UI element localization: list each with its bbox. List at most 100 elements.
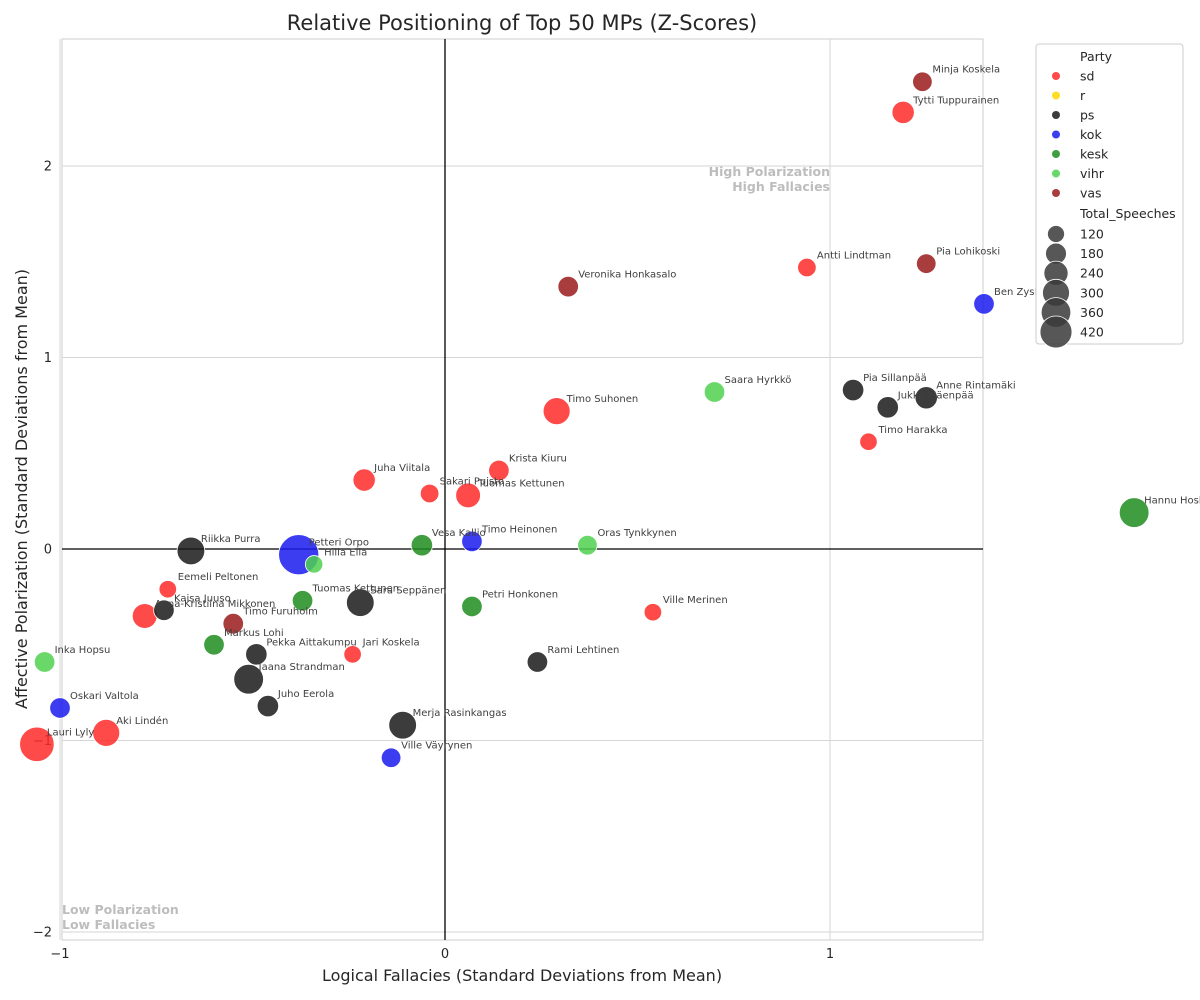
- data-point: [92, 718, 121, 747]
- point-label: Krista Kiuru: [509, 453, 567, 464]
- point-label: Hannu Hoskonen: [1144, 496, 1200, 507]
- legend-party-marker: [1052, 91, 1060, 100]
- point-label: Anna-Kristiina Mikkonen: [155, 599, 276, 610]
- tick-labels: −1012−2−1012: [33, 160, 834, 963]
- legend-hue-title: Party: [1080, 49, 1113, 64]
- data-point: [131, 603, 158, 629]
- legend-party-entries: sd r ps kok kesk vihr vas: [1052, 69, 1109, 201]
- y-axis-label: Affective Polarization (Standard Deviati…: [12, 269, 31, 709]
- point-label: Sakari Puisto: [440, 476, 505, 487]
- legend-party-marker: [1052, 111, 1060, 119]
- point-label: Jari Koskela: [362, 637, 420, 648]
- data-point: [912, 71, 933, 92]
- data-point: [245, 643, 268, 666]
- point-label: Pia Lohikoski: [936, 247, 1000, 258]
- legend-size-label: 120: [1080, 227, 1104, 242]
- data-point: [19, 726, 55, 762]
- data-point: [916, 253, 937, 274]
- legend-box: [1035, 43, 1184, 345]
- data-point: [158, 580, 177, 599]
- point-label: Juha Viitala: [373, 463, 430, 474]
- x-axis-label: Logical Fallacies (Standard Deviations f…: [322, 966, 722, 985]
- legend-party-marker: [1052, 189, 1060, 197]
- legend-size-marker: [1047, 225, 1065, 243]
- legend-size-label: 420: [1080, 325, 1104, 340]
- point-label: Eemeli Peltonen: [178, 572, 259, 583]
- legend-party-marker: [1052, 169, 1060, 178]
- data-point: [49, 697, 71, 719]
- data-point: [410, 534, 434, 557]
- data-point: [256, 694, 280, 718]
- data-point: [291, 590, 314, 612]
- point-label: Anne Rintamäki: [936, 381, 1015, 392]
- reference-lines: [62, 39, 983, 940]
- data-point: [1118, 497, 1150, 528]
- y-tick-label: −2: [33, 926, 52, 941]
- point-label: Pekka Aittakumpu: [266, 637, 356, 648]
- data-point: [33, 651, 56, 673]
- legend-party-label: kok: [1080, 127, 1102, 142]
- legend-size-label: 300: [1080, 285, 1104, 300]
- y-tick-label: 2: [44, 160, 52, 175]
- point-label: Markus Lohi: [224, 628, 284, 639]
- point-label: Sara Seppänen: [370, 586, 446, 597]
- point-label: Kaisa Juuso: [174, 593, 231, 604]
- point-label: Jaana Strandman: [258, 662, 345, 673]
- data-point: [388, 710, 417, 740]
- data-point: [419, 483, 440, 504]
- point-label: Saara Hyrkkö: [725, 375, 792, 386]
- point-label: Lauri Lyly: [47, 727, 94, 738]
- point-label: Timo Suhonen: [566, 394, 639, 405]
- data-point: [203, 634, 225, 656]
- point-label: Tuomas Kettunen: [477, 478, 565, 489]
- data-point: [891, 100, 915, 124]
- point-label: Vesa Kallio: [432, 528, 486, 539]
- annotation-low-2: Low Fallacies: [62, 917, 155, 932]
- point-label: Antti Lindtman: [817, 250, 891, 261]
- legend-party-marker: [1052, 130, 1060, 139]
- point-label: Oras Tynkkynen: [597, 528, 676, 539]
- data-point: [352, 468, 376, 492]
- annotation-high-2: High Fallacies: [732, 179, 830, 194]
- data-point: [526, 651, 549, 673]
- data-point: [455, 482, 481, 509]
- data-point: [577, 534, 598, 556]
- point-label: Juho Eerola: [277, 689, 334, 700]
- data-point: [233, 663, 264, 695]
- point-label: Tuomas Kettunen: [312, 584, 400, 595]
- point-label: Minja Koskela: [932, 65, 1000, 76]
- legend-size-marker: [1039, 315, 1073, 349]
- data-point: [914, 386, 938, 410]
- data-point: [343, 645, 362, 664]
- point-label: Ville Väyrynen: [401, 741, 472, 752]
- legend: Party Total_Speeches sd r ps kok kesk vihr vas…: [1035, 43, 1184, 349]
- point-label: Rami Lehtinen: [547, 645, 619, 656]
- x-tick-label: −1: [50, 947, 69, 962]
- data-point: [973, 293, 995, 315]
- data-point: [461, 595, 483, 618]
- point-label: Petteri Orpo: [309, 538, 369, 549]
- chart-title: Relative Positioning of Top 50 MPs (Z-Sc…: [287, 11, 757, 35]
- data-point: [876, 396, 899, 419]
- point-label: Tytti Tuppurainen: [912, 95, 999, 106]
- point-label: Hilla Ella: [324, 547, 367, 558]
- point-label: Veronika Honkasalo: [578, 270, 676, 281]
- data-points: [19, 71, 1150, 768]
- point-label: Riikka Purra: [201, 534, 261, 545]
- legend-party-label: ps: [1080, 108, 1094, 123]
- legend-party-marker: [1052, 150, 1060, 158]
- data-point: [557, 275, 579, 298]
- point-label: Timo Furuholm: [242, 607, 318, 618]
- point-label: Petri Honkonen: [482, 589, 558, 600]
- data-point: [859, 432, 878, 451]
- legend-party-label: kesk: [1080, 147, 1109, 162]
- point-label: Merja Rasinkangas: [413, 708, 507, 719]
- plot-area: [61, 38, 984, 941]
- point-label: Inka Hopsu: [55, 645, 111, 656]
- data-point: [643, 603, 663, 622]
- legend-party-label: vas: [1080, 186, 1102, 201]
- data-point: [461, 530, 483, 553]
- annotation-low-1: Low Polarization: [62, 902, 179, 917]
